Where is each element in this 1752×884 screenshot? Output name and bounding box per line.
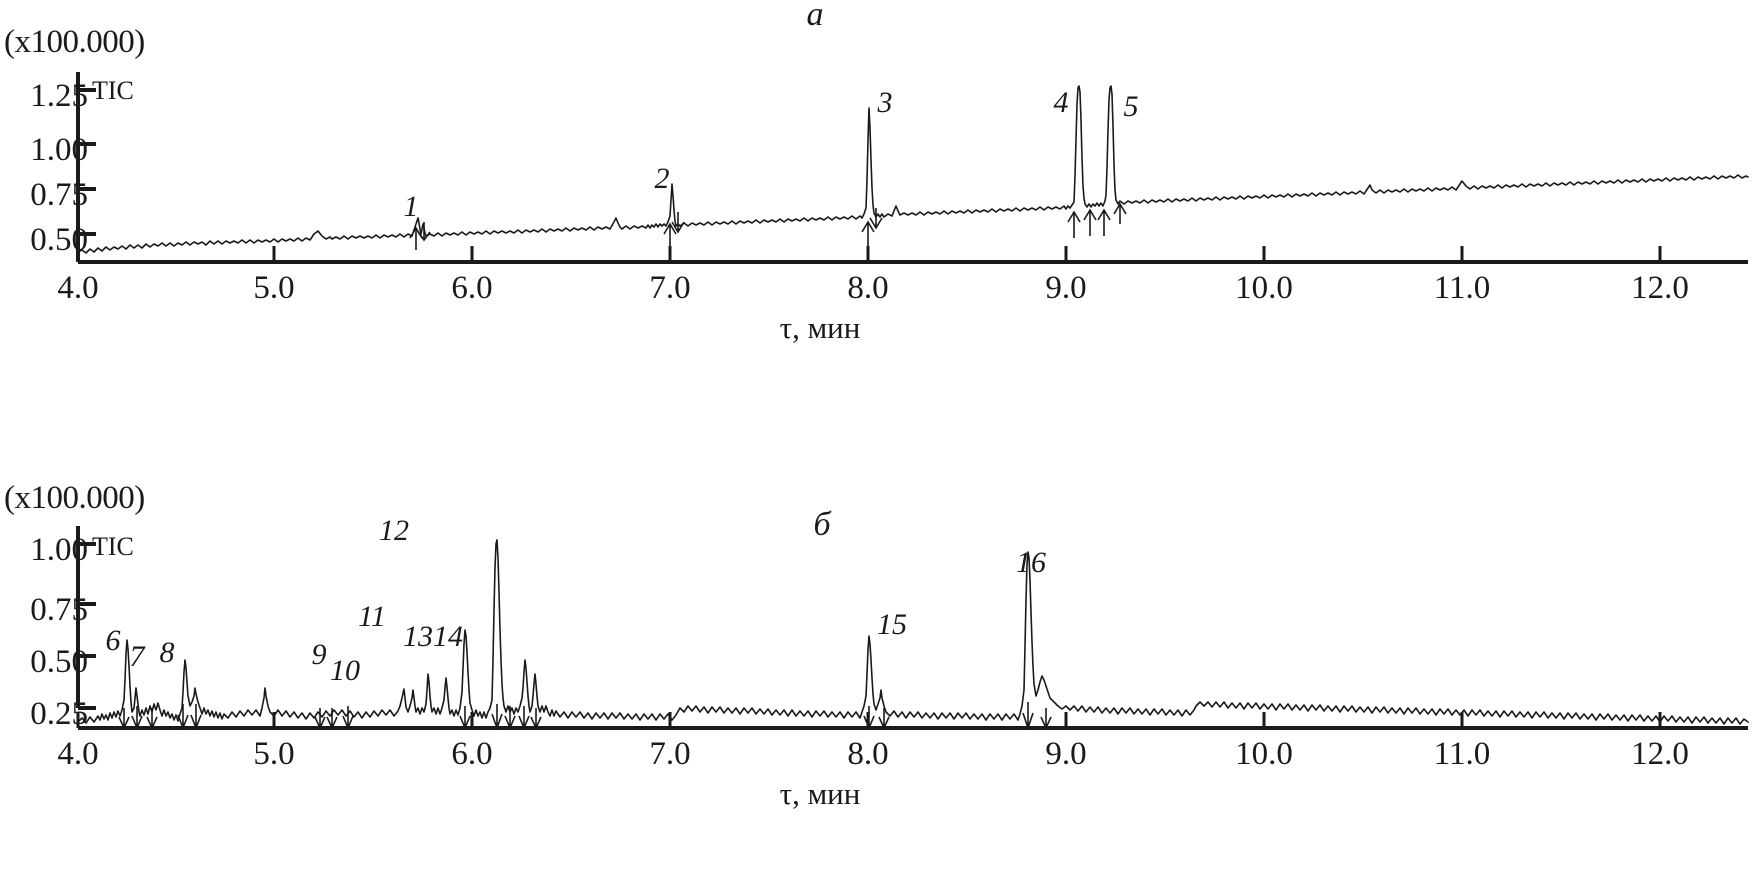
xtick-a-4: 8.0 [847, 270, 889, 306]
peak-label-9: 9 [311, 638, 327, 671]
xtick-a-8: 12.0 [1631, 270, 1689, 306]
peak-label-4: 4 [1053, 86, 1069, 119]
chromatogram-panel-a: а (х100.000) TIC 1.25 1.00 0.75 0.50 [0, 0, 1752, 430]
xtick-a-5: 9.0 [1045, 270, 1087, 306]
peak-label-12: 12 [379, 514, 409, 547]
xtick-b-4: 8.0 [847, 736, 889, 772]
peak-label-2: 2 [654, 162, 670, 195]
xtick-b-0: 4.0 [57, 736, 99, 772]
xtick-a-3: 7.0 [649, 270, 691, 306]
xtick-b-7: 11.0 [1433, 736, 1491, 772]
peak-label-13: 13 [403, 620, 433, 653]
peak-label-5: 5 [1123, 90, 1139, 123]
xtick-a-2: 6.0 [451, 270, 493, 306]
peak-label-8: 8 [159, 636, 175, 669]
xtick-a-0: 4.0 [57, 270, 99, 306]
xtick-a-7: 11.0 [1433, 270, 1491, 306]
peak-label-14: 14 [433, 620, 463, 653]
peak-label-16: 16 [1016, 546, 1046, 579]
plot-area-b [76, 526, 1749, 731]
xtick-b-3: 7.0 [649, 736, 691, 772]
x-axis-title-a: τ, мин [779, 310, 861, 345]
peak-label-7: 7 [129, 640, 145, 673]
xtick-b-1: 5.0 [253, 736, 295, 772]
tic-label-b: TIC [92, 532, 134, 561]
chromatogram-panel-b: б (х100.000) TIC 1.00 0.75 0.50 0.25 [0, 440, 1752, 884]
xtick-b-2: 6.0 [451, 736, 493, 772]
tic-label-a: TIC [92, 76, 134, 105]
xtick-a-1: 5.0 [253, 270, 295, 306]
scale-note-a: (х100.000) [4, 24, 145, 60]
plot-area-a [76, 72, 1749, 264]
scale-note-b: (х100.000) [4, 480, 145, 516]
peak-label-3: 3 [877, 86, 893, 119]
xtick-b-6: 10.0 [1235, 736, 1293, 772]
xtick-a-6: 10.0 [1235, 270, 1293, 306]
xtick-b-5: 9.0 [1045, 736, 1087, 772]
peak-label-10: 10 [330, 654, 360, 687]
peak-label-11: 11 [358, 600, 386, 633]
peak-label-15: 15 [877, 608, 907, 641]
peak-label-6: 6 [105, 624, 121, 657]
x-axis-title-b: τ, мин [779, 776, 861, 811]
panel-label-b: б [813, 506, 831, 543]
xtick-b-8: 12.0 [1631, 736, 1689, 772]
panel-label-a: а [806, 0, 824, 33]
peak-label-1: 1 [403, 190, 419, 223]
